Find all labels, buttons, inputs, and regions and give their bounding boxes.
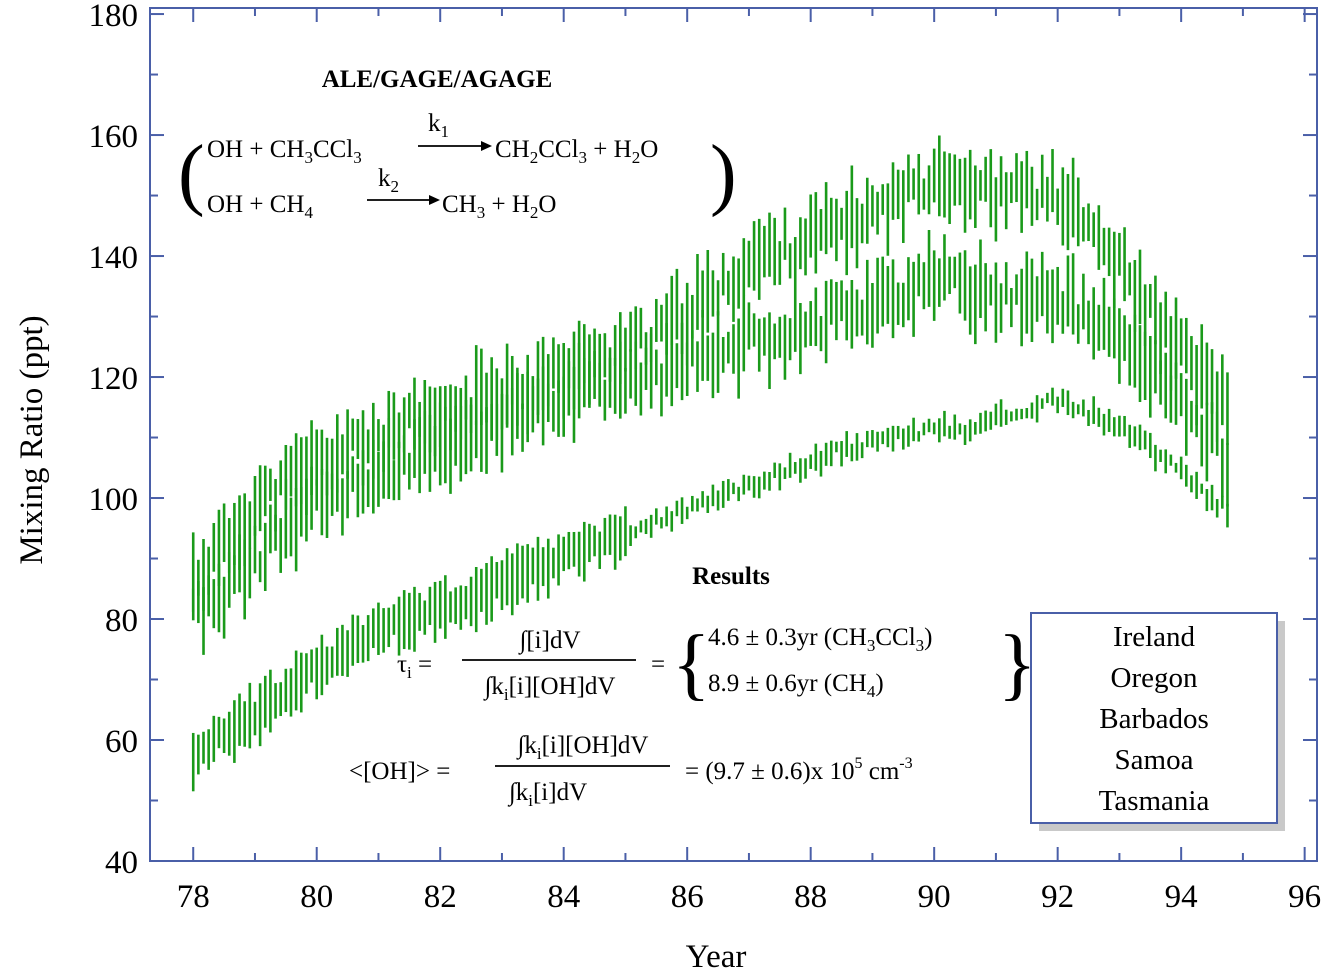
legend-box [1030, 612, 1278, 824]
x-tick-label: 84 [547, 879, 580, 915]
y-tick-label: 60 [105, 724, 138, 760]
x-tick-label: 82 [424, 879, 457, 915]
legend-item: Tasmania [1099, 785, 1210, 817]
data-layer [191, 135, 1229, 792]
tau-symbol: τi = [397, 651, 432, 682]
x-tick-label: 88 [794, 879, 827, 915]
legend-item: Ireland [1113, 621, 1196, 653]
reaction-equations: ( OH + CH3CCl3 k1 CH2CCl3 + H2O OH + CH4… [178, 110, 737, 222]
series-lower [191, 387, 1229, 792]
x-tick-label: 94 [1165, 879, 1198, 915]
plot-frame [149, 7, 1318, 862]
y-tick-label: 180 [89, 0, 139, 34]
tau-denominator: ∫ki[i][OH]dV [482, 673, 615, 704]
y-tick-label: 140 [89, 240, 139, 276]
oh-mean-symbol: <[OH]> = [349, 758, 450, 785]
oh-value: = (9.7 ± 0.6)x 105 cm-3 [685, 755, 913, 785]
x-axis: 78 80 82 84 86 88 90 92 94 96 [177, 8, 1321, 915]
network-title: ALE/GAGE/AGAGE [322, 66, 553, 93]
y-tick-label: 100 [89, 482, 139, 518]
oh-numerator: ∫ki[i][OH]dV [515, 732, 648, 763]
y-tick-label: 80 [105, 603, 138, 639]
legend: Ireland Oregon Barbados Samoa Tasmania [1099, 621, 1210, 817]
y-tick-label: 40 [105, 845, 138, 881]
tau-numerator: ∫[i]dV [518, 627, 581, 655]
right-parenthesis: ) [710, 130, 737, 218]
y-tick-label: 160 [89, 119, 139, 155]
y-axis: 40 60 80 100 120 140 160 180 [89, 0, 1317, 881]
x-tick-label: 78 [177, 879, 210, 915]
lifetime-ch4: 8.9 ± 0.6yr (CH4) [708, 670, 884, 701]
x-tick-label: 80 [300, 879, 333, 915]
x-tick-label: 92 [1041, 879, 1074, 915]
reaction-1-reactants: OH + CH3CCl3 [207, 136, 362, 167]
legend-item: Oregon [1111, 662, 1198, 694]
results-heading: Results [692, 563, 770, 590]
left-brace: { [672, 620, 710, 708]
x-tick-label: 90 [918, 879, 951, 915]
oh-denominator: ∫ki[i]dV [507, 779, 587, 810]
lifetime-equation: τi = ∫[i]dV ∫ki[i][OH]dV = { 4.6 ± 0.3yr… [397, 620, 1036, 708]
x-tick-label: 86 [671, 879, 704, 915]
reaction-1-products: CH2CCl3 + H2O [495, 136, 658, 167]
reaction-2-reactants: OH + CH4 [207, 191, 313, 222]
left-parenthesis: ( [178, 130, 205, 218]
tau-equals: = [651, 651, 665, 678]
legend-item: Samoa [1115, 744, 1194, 776]
x-tick-label: 96 [1288, 879, 1321, 915]
series-middle [191, 229, 1229, 655]
y-axis-title: Mixing Ratio (ppt) [14, 315, 50, 564]
x-axis-title: Year [686, 939, 747, 974]
series-upper [191, 135, 1229, 612]
y-tick-label: 120 [89, 361, 139, 397]
legend-item: Barbados [1099, 703, 1209, 735]
lifetime-ch3ccl3: 4.6 ± 0.3yr (CH3CCl3) [708, 624, 932, 655]
reaction-2-products: CH3 + H2O [442, 191, 556, 222]
